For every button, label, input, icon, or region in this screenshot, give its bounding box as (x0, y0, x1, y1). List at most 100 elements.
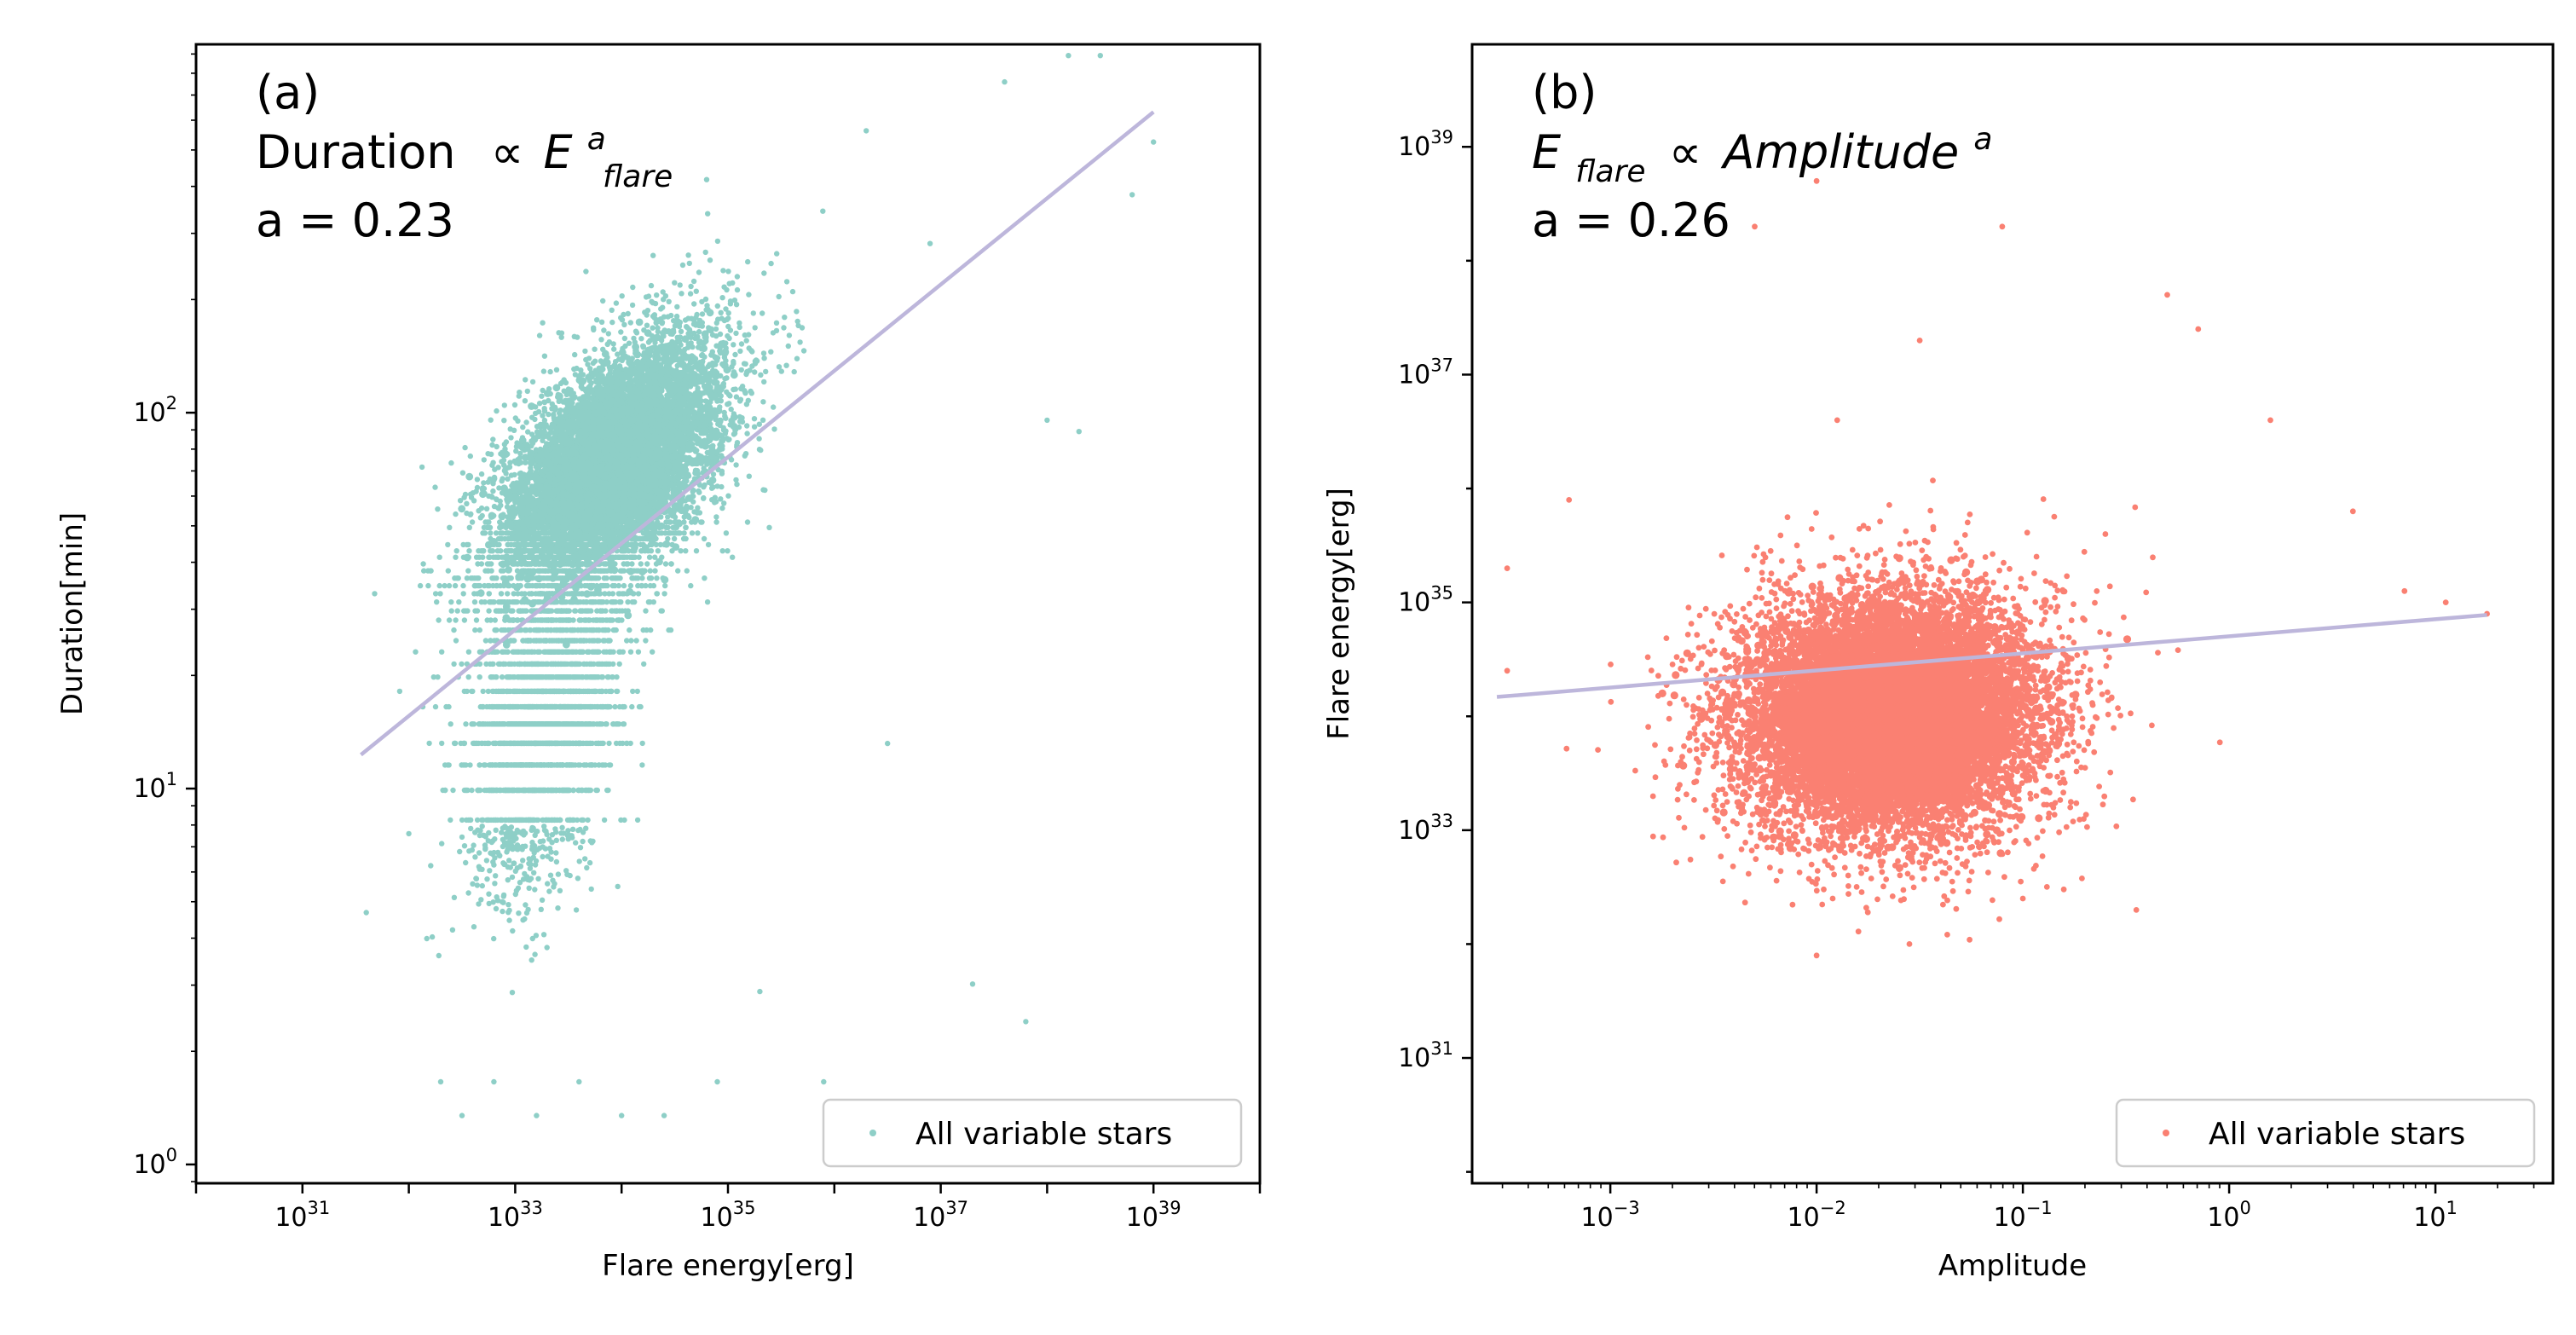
data-point (699, 311, 706, 317)
data-point (451, 661, 457, 668)
data-point (786, 332, 793, 338)
data-point (654, 292, 660, 298)
data-point (583, 356, 589, 363)
data-point (705, 211, 711, 217)
data-point (469, 519, 476, 525)
data-point (662, 561, 669, 567)
data-point (610, 341, 616, 347)
data-point (687, 329, 694, 335)
data-point (453, 511, 459, 517)
data-point (603, 561, 609, 567)
data-point (719, 315, 725, 321)
data-point (655, 325, 661, 331)
data-point (726, 401, 732, 407)
data-point (477, 627, 482, 633)
data-point (460, 582, 466, 589)
data-point (611, 346, 617, 352)
data-point (662, 293, 669, 299)
data-point (447, 524, 453, 530)
data-point (432, 591, 439, 597)
data-point (742, 332, 748, 338)
data-point (720, 268, 726, 274)
data-point (728, 406, 734, 413)
data-point (629, 302, 636, 309)
data-point (462, 444, 468, 451)
data-point (600, 298, 606, 304)
data-point (453, 554, 459, 560)
data-point (738, 367, 744, 373)
data-point (675, 568, 681, 574)
data-point (785, 343, 791, 350)
data-point (502, 446, 508, 452)
data-point (648, 282, 655, 289)
data-point (446, 582, 453, 589)
data-point (736, 324, 742, 331)
data-point (482, 568, 488, 574)
data-point (644, 322, 650, 328)
data-point (713, 343, 719, 349)
data-point (533, 410, 539, 416)
data-point (489, 548, 496, 554)
data-point (691, 301, 697, 307)
data-point (760, 350, 767, 356)
data-point (749, 349, 755, 355)
data-point (505, 476, 511, 482)
data-point (546, 411, 552, 418)
data-point (592, 346, 598, 352)
data-point (459, 470, 466, 476)
data-point (654, 591, 660, 597)
data-point (503, 471, 509, 477)
data-point (727, 298, 734, 304)
data-point (648, 627, 654, 633)
data-point (525, 429, 531, 435)
data-point (627, 320, 633, 326)
data-point (480, 530, 486, 536)
data-point (465, 649, 472, 655)
data-point (578, 367, 584, 373)
data-point (733, 330, 739, 337)
data-point (461, 617, 468, 623)
data-point (639, 575, 645, 581)
data-point (743, 402, 750, 407)
data-point (640, 344, 647, 350)
data-point (540, 368, 547, 374)
data-point (541, 406, 547, 412)
data-point (718, 496, 724, 502)
data-point (739, 415, 745, 421)
data-point (683, 524, 689, 530)
data-point (781, 325, 787, 331)
data-point (702, 482, 708, 488)
data-point (587, 366, 593, 372)
data-point (736, 424, 742, 431)
data-point (660, 304, 666, 310)
data-point (737, 348, 743, 355)
data-point (498, 568, 505, 574)
data-point (486, 608, 492, 614)
data-point (733, 302, 740, 308)
data-point (474, 575, 480, 581)
data-point (671, 535, 678, 542)
data-point (571, 366, 577, 373)
data-point (644, 561, 650, 567)
data-point (621, 321, 627, 327)
data-point (436, 554, 442, 560)
data-point (690, 488, 696, 494)
data-point (713, 514, 719, 520)
data-point (752, 369, 758, 375)
data-point (372, 591, 378, 597)
data-point (730, 554, 736, 560)
data-point (719, 548, 725, 554)
data-point (495, 505, 501, 511)
data-point (594, 317, 600, 323)
data-point (717, 447, 723, 453)
data-point (575, 334, 580, 340)
data-point (490, 436, 496, 442)
data-point (546, 431, 552, 437)
data-point (650, 252, 656, 258)
data-point (760, 417, 766, 423)
data-point (465, 568, 471, 574)
data-point (687, 291, 694, 297)
data-point (474, 477, 481, 483)
